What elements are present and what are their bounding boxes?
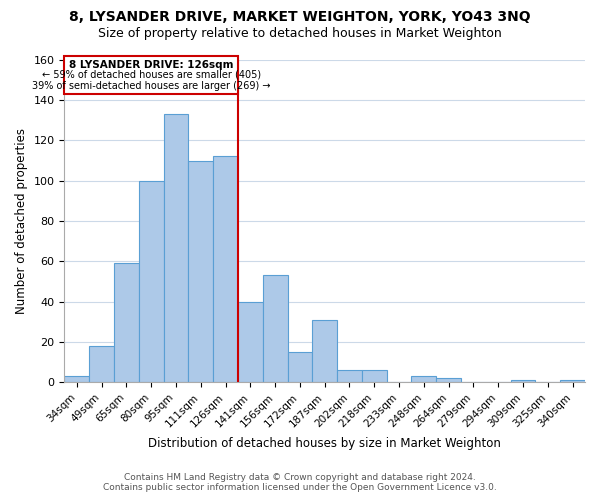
Text: Size of property relative to detached houses in Market Weighton: Size of property relative to detached ho… <box>98 28 502 40</box>
Bar <box>511 380 535 382</box>
Bar <box>139 180 164 382</box>
Bar <box>412 376 436 382</box>
Text: ← 59% of detached houses are smaller (405): ← 59% of detached houses are smaller (40… <box>41 70 261 80</box>
Bar <box>436 378 461 382</box>
Text: Contains HM Land Registry data © Crown copyright and database right 2024.
Contai: Contains HM Land Registry data © Crown c… <box>103 473 497 492</box>
Bar <box>213 156 238 382</box>
Text: 8, LYSANDER DRIVE, MARKET WEIGHTON, YORK, YO43 3NQ: 8, LYSANDER DRIVE, MARKET WEIGHTON, YORK… <box>69 10 531 24</box>
Bar <box>560 380 585 382</box>
Bar <box>114 263 139 382</box>
Bar <box>89 346 114 382</box>
Bar <box>362 370 386 382</box>
Bar <box>263 276 287 382</box>
Y-axis label: Number of detached properties: Number of detached properties <box>15 128 28 314</box>
Bar <box>337 370 362 382</box>
Bar <box>188 160 213 382</box>
Bar <box>313 320 337 382</box>
X-axis label: Distribution of detached houses by size in Market Weighton: Distribution of detached houses by size … <box>148 437 501 450</box>
Bar <box>287 352 313 382</box>
Text: 39% of semi-detached houses are larger (269) →: 39% of semi-detached houses are larger (… <box>32 81 271 91</box>
Bar <box>238 302 263 382</box>
FancyBboxPatch shape <box>64 56 238 94</box>
Bar <box>164 114 188 382</box>
Text: 8 LYSANDER DRIVE: 126sqm: 8 LYSANDER DRIVE: 126sqm <box>69 60 233 70</box>
Bar <box>64 376 89 382</box>
